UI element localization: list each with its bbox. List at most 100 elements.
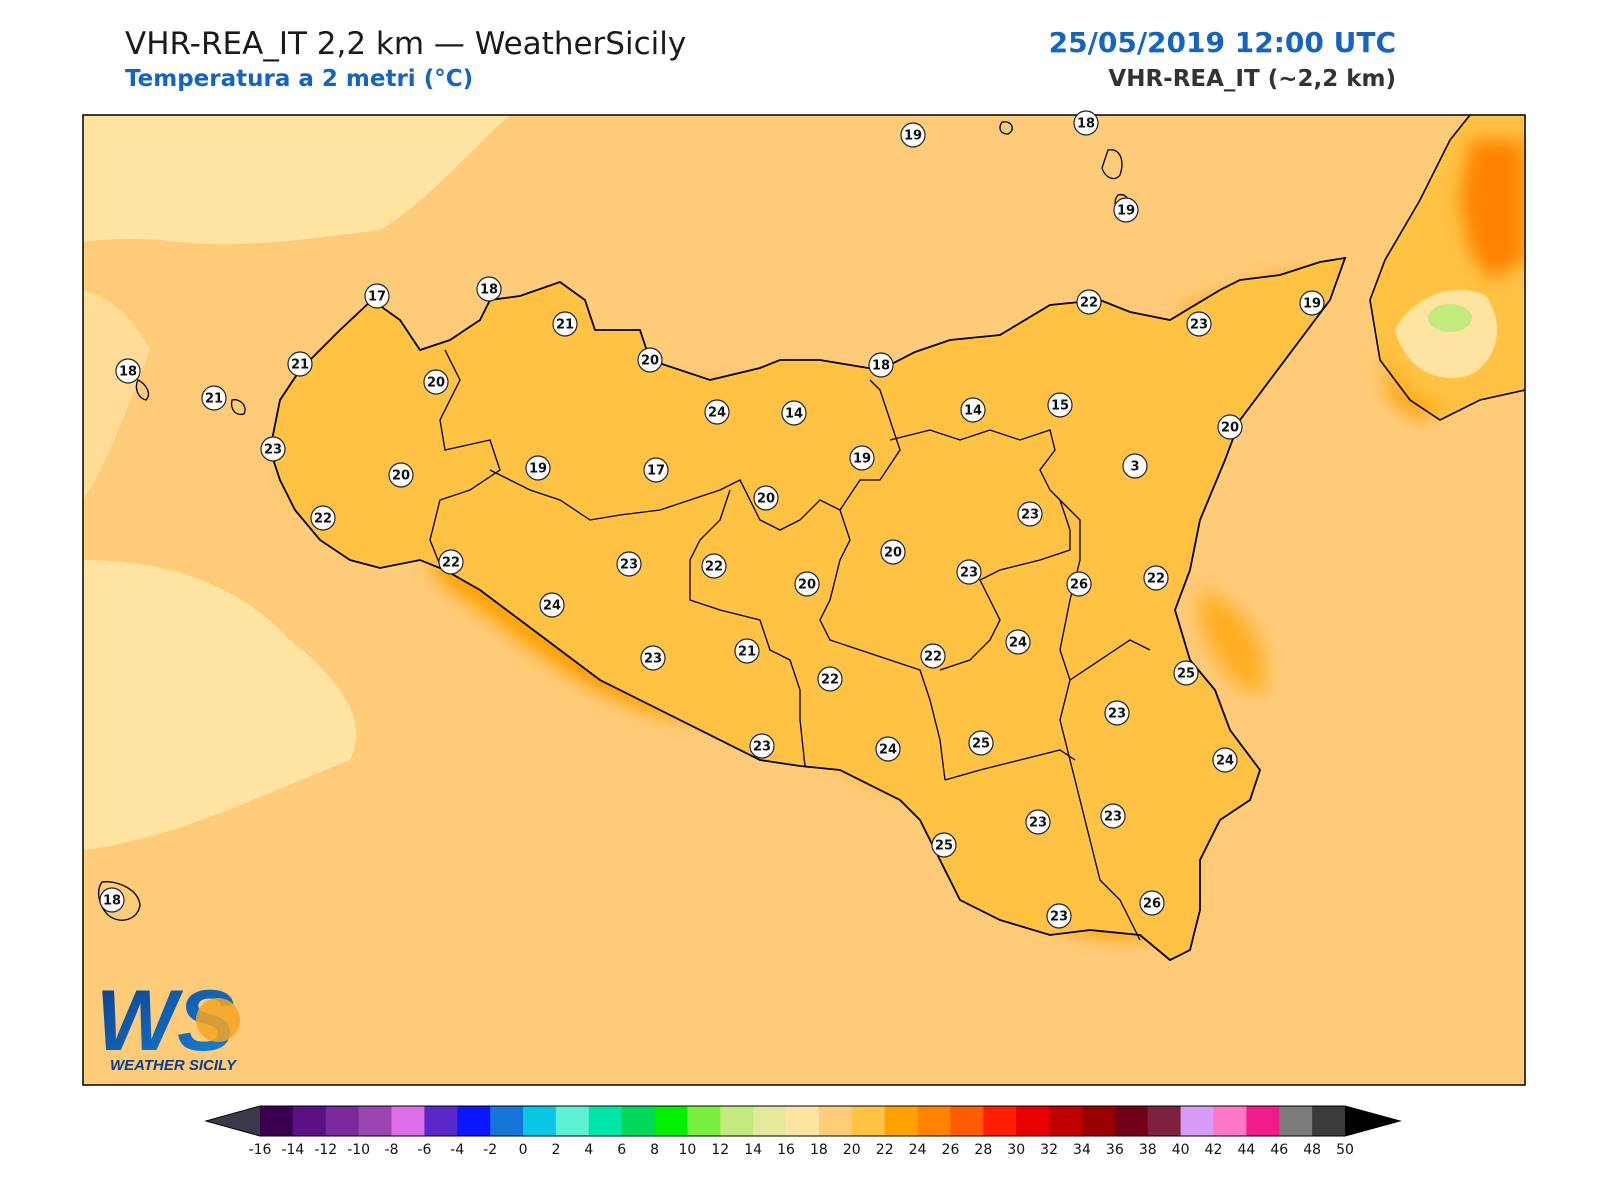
station-marker: 20 [753,485,779,511]
station-temp-label: 24 [1009,636,1027,651]
colorbar-swatch [424,1106,458,1136]
station-temp-label: 21 [205,392,223,407]
colorbar-tick-label: 0 [519,1142,528,1158]
station-temp-label: 20 [392,469,410,484]
station-marker: 23 [749,733,775,759]
station-temp-label: 23 [1029,816,1047,831]
station-temp-label: 24 [708,406,726,421]
station-temp-label: 22 [1147,572,1165,587]
station-marker: 22 [1143,565,1169,591]
colorbar-swatch [1180,1106,1214,1136]
station-marker: 22 [1076,289,1102,315]
station-dot [260,436,286,462]
station-temp-label: 24 [543,599,561,614]
station-temp-label: 15 [1051,399,1069,414]
colorbar-tick-label: 12 [711,1142,729,1158]
station-dot [868,352,894,378]
station-marker: 20 [637,347,663,373]
station-temp-label: 18 [872,359,890,374]
station-dot [900,122,926,148]
colorbar-max-arrow [1345,1106,1400,1136]
station-temp-label: 18 [119,365,137,380]
station-marker: 18 [868,352,894,378]
station-marker: 23 [1025,809,1051,835]
station-marker: 25 [1173,660,1199,686]
colorbar-tick-label: 44 [1237,1142,1255,1158]
station-temp-label: 21 [556,318,574,333]
station-dot [753,485,779,511]
colorbar-tick-label: 34 [1073,1142,1091,1158]
colorbar-tick-label: -14 [281,1142,304,1158]
station-marker: 23 [1017,501,1043,527]
station-dot [525,455,551,481]
station-marker: 15 [1047,392,1073,418]
station-temp-label: 19 [853,452,871,467]
station-temp-label: 24 [879,743,897,758]
colorbar-swatch [588,1106,623,1136]
station-marker: 18 [476,276,502,302]
station-marker: 23 [260,436,286,462]
station-temp-label: 18 [480,283,498,298]
station-marker: 22 [920,643,946,669]
station-temp-label: 22 [1080,296,1098,311]
colorbar-swatch [654,1106,688,1136]
station-dot [1017,501,1043,527]
colorbar-swatch [687,1106,721,1136]
station-marker: 26 [1139,890,1165,916]
station-temp-label: 20 [427,376,445,391]
station-marker: 18 [99,887,125,913]
temperature-field [83,115,1525,1085]
station-marker: 14 [960,397,986,423]
station-marker: 3 [1122,453,1148,479]
station-marker: 23 [1046,903,1072,929]
colorbar-swatch [786,1106,820,1136]
colorbar-tick-label: 18 [810,1142,828,1158]
station-temp-label: 26 [1143,897,1161,912]
station-marker: 23 [616,551,642,577]
station-dot [637,347,663,373]
station-dot [960,397,986,423]
station-temp-label: 22 [442,556,460,571]
station-temp-label: 18 [1077,117,1095,132]
colorbar-swatch [753,1106,787,1136]
station-dot [616,551,642,577]
station-dot [849,445,875,471]
colorbar-swatch [983,1106,1017,1136]
station-dot [1143,565,1169,591]
station-temp-label: 23 [1021,508,1039,523]
station-marker: 18 [115,358,141,384]
colorbar-tick-label: 32 [1040,1142,1058,1158]
station-marker: 26 [1066,571,1092,597]
station-marker: 23 [1186,311,1212,337]
station-marker: 25 [931,832,957,858]
station-marker: 22 [438,549,464,575]
colorbar-tick-label: -2 [483,1142,497,1158]
station-marker: 21 [287,351,313,377]
station-dot [875,736,901,762]
station-marker: 19 [525,455,551,481]
colorbar-tick-label: 22 [876,1142,894,1158]
station-dot [701,553,727,579]
station-temp-label: 19 [904,129,922,144]
colorbar-swatch [851,1106,886,1136]
station-temp-label: 23 [1104,810,1122,825]
station-marker: 20 [388,462,414,488]
colorbar-tick-label: 42 [1205,1142,1223,1158]
colorbar-swatch [325,1106,360,1136]
station-temp-label: 17 [647,464,665,479]
logo-name: WEATHER SICILY [110,1057,238,1074]
station-temp-label: 23 [960,566,978,581]
station-temp-label: 20 [884,546,902,561]
station-temp-label: 21 [738,645,756,660]
station-marker: 21 [734,638,760,664]
station-marker: 14 [781,400,807,426]
colorbar-swatch [1049,1106,1083,1136]
colorbar-swatch [555,1106,590,1136]
station-marker: 20 [794,571,820,597]
colorbar-tick-label: 38 [1139,1142,1157,1158]
station-temp-label: 23 [753,740,771,755]
station-dot [476,276,502,302]
colorbar-tick-label: -6 [417,1142,431,1158]
colorbar-swatch [260,1106,294,1136]
colorbar-swatch [457,1106,491,1136]
